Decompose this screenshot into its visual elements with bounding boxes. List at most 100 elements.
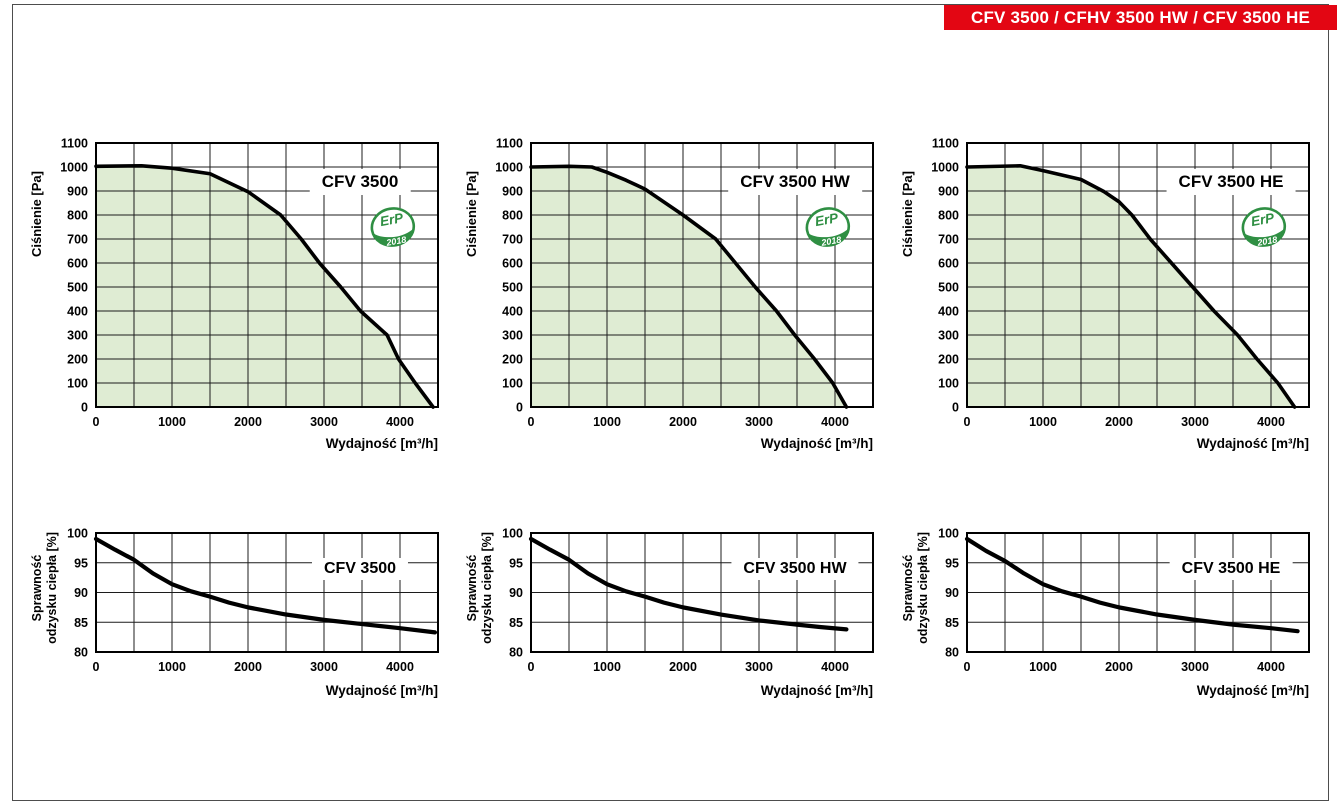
erp-badge-leaf <box>1244 228 1285 246</box>
chart-title: CFV 3500 HE <box>1169 558 1293 580</box>
svg-text:1000: 1000 <box>931 161 959 175</box>
y-axis-label-line: Sprawność <box>30 554 44 622</box>
svg-text:1000: 1000 <box>1029 415 1057 429</box>
erp-badge-year: 2018 <box>1256 234 1278 248</box>
svg-text:0: 0 <box>528 660 535 674</box>
svg-text:500: 500 <box>502 281 523 295</box>
svg-text:600: 600 <box>502 257 523 271</box>
svg-text:300: 300 <box>502 329 523 343</box>
y-axis-label-line: odzysku ciepła [%] <box>45 532 59 644</box>
chart-title: CFV 3500 HE <box>1166 169 1296 195</box>
svg-text:90: 90 <box>509 586 523 600</box>
page-border-frame <box>12 4 1329 801</box>
operating-area-fill <box>967 165 1295 407</box>
svg-text:1000: 1000 <box>495 161 523 175</box>
svg-text:100: 100 <box>502 527 523 541</box>
svg-text:90: 90 <box>74 586 88 600</box>
x-axis-label: Wydajność [m³/h] <box>325 683 438 698</box>
erp-badge-text: ErP <box>814 210 840 229</box>
grid-lines <box>967 533 1309 652</box>
chart-title: CFV 3500 <box>309 169 411 195</box>
svg-text:0: 0 <box>516 401 523 415</box>
svg-text:100: 100 <box>938 527 959 541</box>
y-axis-label-line: Ciśnienie [Pa] <box>464 171 480 257</box>
svg-text:0: 0 <box>93 415 100 429</box>
svg-text:4000: 4000 <box>386 415 414 429</box>
svg-text:4000: 4000 <box>1257 415 1285 429</box>
performance-curve <box>529 164 849 409</box>
y-axis-label-line: odzysku ciepła [%] <box>480 532 494 644</box>
y-axis-label: Sprawność odzysku ciepła [%] <box>30 532 60 644</box>
erp-2018-badge: ErP 2018 <box>805 207 851 248</box>
chart-title: CFV 3500 HW <box>728 169 862 195</box>
svg-text:100: 100 <box>67 527 88 541</box>
svg-text:900: 900 <box>938 185 959 199</box>
svg-text:200: 200 <box>67 353 88 367</box>
pressure-plot-canvas: 0 1000 2000 3000 4000 0 100 200 300 400 500 600 700 8… <box>931 137 1310 429</box>
svg-text:0: 0 <box>81 401 88 415</box>
svg-text:100: 100 <box>67 377 88 391</box>
chart-efficiency-cfv-3500-hw: 0 1000 2000 3000 4000 80 85 90 95 100 Sprawność o… <box>455 518 902 713</box>
svg-text:2000: 2000 <box>234 415 262 429</box>
svg-text:4000: 4000 <box>821 660 849 674</box>
svg-text:80: 80 <box>74 646 88 660</box>
plot-border <box>95 532 439 653</box>
chart-title: CFV 3500 <box>311 558 409 580</box>
svg-text:600: 600 <box>938 257 959 271</box>
svg-text:100: 100 <box>502 377 523 391</box>
axis-tick-labels: 0 1000 2000 3000 4000 80 85 90 95 100 <box>938 527 1285 675</box>
svg-text:80: 80 <box>509 646 523 660</box>
plot-border <box>530 532 874 653</box>
svg-text:0: 0 <box>952 401 959 415</box>
erp-badge-year: 2018 <box>385 234 407 248</box>
svg-text:2000: 2000 <box>669 660 697 674</box>
svg-text:1000: 1000 <box>158 415 186 429</box>
svg-text:90: 90 <box>945 586 959 600</box>
x-axis-label: Wydajność [m³/h] <box>760 683 873 698</box>
axis-tick-labels: 0 1000 2000 3000 4000 0 100 200 300 400 500 600 700 8… <box>495 137 849 430</box>
svg-text:3000: 3000 <box>1181 660 1209 674</box>
svg-text:2000: 2000 <box>669 415 697 429</box>
svg-text:1100: 1100 <box>932 137 959 151</box>
chart-pressure-cfv-3500-he: 0 1000 2000 3000 4000 0 100 200 300 400 500 600 700 8… <box>890 125 1337 470</box>
plot-border <box>966 532 1310 653</box>
svg-text:300: 300 <box>67 329 88 343</box>
svg-text:0: 0 <box>964 415 971 429</box>
svg-text:500: 500 <box>938 281 959 295</box>
svg-text:600: 600 <box>67 257 88 271</box>
plot-border <box>966 142 1310 408</box>
svg-text:3000: 3000 <box>745 660 773 674</box>
y-axis-label-line: Sprawność <box>465 554 479 622</box>
grid-lines <box>967 143 1309 407</box>
axis-tick-labels: 0 1000 2000 3000 4000 80 85 90 95 100 <box>502 527 849 675</box>
chart-title: CFV 3500 HW <box>731 558 859 580</box>
axis-tick-labels: 0 1000 2000 3000 4000 80 85 90 95 100 <box>67 527 414 675</box>
chart-efficiency-cfv-3500: 0 1000 2000 3000 4000 80 85 90 95 100 Sprawność o… <box>20 518 467 713</box>
axis-tick-labels: 0 1000 2000 3000 4000 0 100 200 300 400 500 600 700 8… <box>60 137 414 430</box>
pressure-plot-canvas: 0 1000 2000 3000 4000 0 100 200 300 400 500 600 700 8… <box>60 137 439 430</box>
svg-text:85: 85 <box>74 616 88 630</box>
svg-text:95: 95 <box>945 556 959 570</box>
y-axis-label-line: odzysku ciepła [%] <box>916 532 930 644</box>
svg-text:2000: 2000 <box>1105 660 1133 674</box>
svg-text:1000: 1000 <box>593 660 621 674</box>
svg-text:700: 700 <box>938 233 959 247</box>
svg-text:1000: 1000 <box>158 660 186 674</box>
operating-area-fill <box>96 165 434 407</box>
svg-text:0: 0 <box>964 660 971 674</box>
x-axis-label: Wydajność [m³/h] <box>1196 436 1309 451</box>
performance-curve <box>965 164 1297 409</box>
performance-curve <box>528 536 849 632</box>
svg-text:800: 800 <box>502 209 523 223</box>
erp-badge-leaf <box>373 228 414 246</box>
svg-text:4000: 4000 <box>1257 660 1285 674</box>
erp-badge-text: ErP <box>1250 210 1276 229</box>
svg-text:700: 700 <box>67 233 88 247</box>
svg-text:95: 95 <box>74 556 88 570</box>
svg-text:0: 0 <box>93 660 100 674</box>
svg-text:85: 85 <box>509 616 523 630</box>
chart-pressure-cfv-3500-hw: 0 1000 2000 3000 4000 0 100 200 300 400 500 600 700 8… <box>455 125 902 470</box>
chart-efficiency-cfv-3500-he: 0 1000 2000 3000 4000 80 85 90 95 100 Sprawność o… <box>890 518 1337 713</box>
grid-lines <box>531 533 873 652</box>
svg-text:3000: 3000 <box>745 415 773 429</box>
